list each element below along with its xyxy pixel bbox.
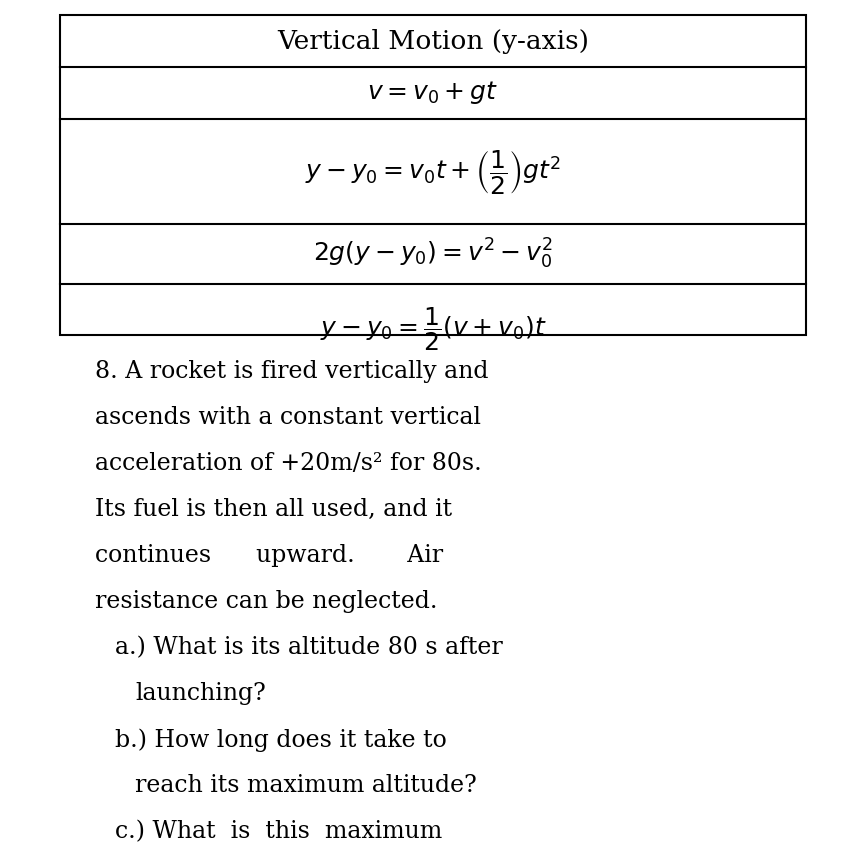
Text: $v = v_0 + gt$: $v = v_0 + gt$: [367, 80, 499, 107]
Text: ascends with a constant vertical: ascends with a constant vertical: [95, 406, 481, 429]
Text: Its fuel is then all used, and it: Its fuel is then all used, and it: [95, 498, 452, 521]
Text: resistance can be neglected.: resistance can be neglected.: [95, 590, 437, 613]
Text: a.) What is its altitude 80 s after: a.) What is its altitude 80 s after: [115, 636, 503, 659]
Text: $2g(y - y_0) = v^2 - v_0^2$: $2g(y - y_0) = v^2 - v_0^2$: [313, 237, 553, 271]
Text: continues      upward.       Air: continues upward. Air: [95, 544, 443, 567]
Text: b.) How long does it take to: b.) How long does it take to: [115, 728, 447, 752]
Bar: [60, 15, 806, 335]
Text: 8. A rocket is fired vertically and: 8. A rocket is fired vertically and: [95, 360, 488, 383]
Text: $y - y_0 = \dfrac{1}{2}(v + v_0)t$: $y - y_0 = \dfrac{1}{2}(v + v_0)t$: [320, 305, 546, 353]
Text: c.) What  is  this  maximum: c.) What is this maximum: [115, 820, 443, 843]
Text: reach its maximum altitude?: reach its maximum altitude?: [135, 774, 477, 797]
Text: $y - y_0 = v_0t + \left(\dfrac{1}{2}\right)gt^2$: $y - y_0 = v_0t + \left(\dfrac{1}{2}\rig…: [305, 147, 561, 196]
Text: Vertical Motion (y-axis): Vertical Motion (y-axis): [277, 29, 589, 54]
Text: acceleration of +20m/s² for 80s.: acceleration of +20m/s² for 80s.: [95, 452, 481, 475]
Text: launching?: launching?: [135, 682, 266, 705]
